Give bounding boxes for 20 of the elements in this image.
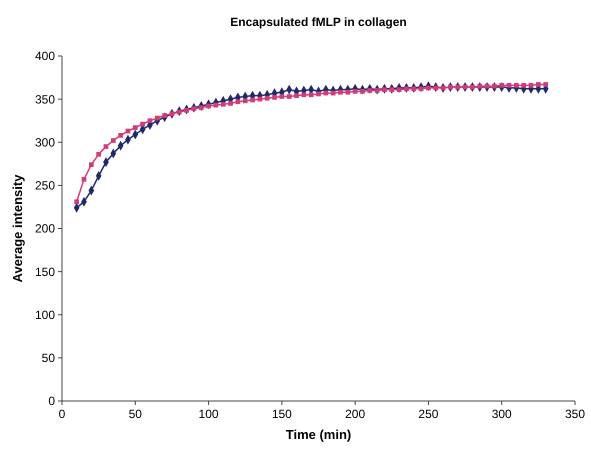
- y-tick-label: 200: [34, 222, 56, 236]
- x-tick-label: 100: [198, 407, 219, 421]
- y-axis-title: Average intensity: [10, 174, 25, 282]
- x-tick-label: 200: [345, 407, 366, 421]
- y-tick-label: 400: [34, 49, 56, 64]
- y-tick-label: 150: [34, 264, 56, 279]
- y-tick-label: 250: [34, 178, 56, 193]
- x-tick-label: 0: [58, 407, 66, 421]
- y-tick-label: 0: [48, 394, 56, 408]
- y-tick-label: 100: [34, 308, 56, 322]
- y-tick-label: 300: [34, 135, 56, 150]
- y-tick-label: 50: [42, 351, 56, 366]
- x-tick-label: 350: [564, 407, 586, 421]
- x-axis-title: Time (min): [286, 427, 352, 442]
- chart-title: Encapsulated fMLP in collagen: [230, 15, 407, 29]
- x-tick-label: 300: [492, 407, 512, 421]
- y-tick-label: 350: [34, 92, 56, 106]
- x-tick-label: 50: [128, 407, 142, 421]
- x-tick-label: 150: [272, 407, 292, 421]
- x-tick-label: 250: [418, 407, 439, 421]
